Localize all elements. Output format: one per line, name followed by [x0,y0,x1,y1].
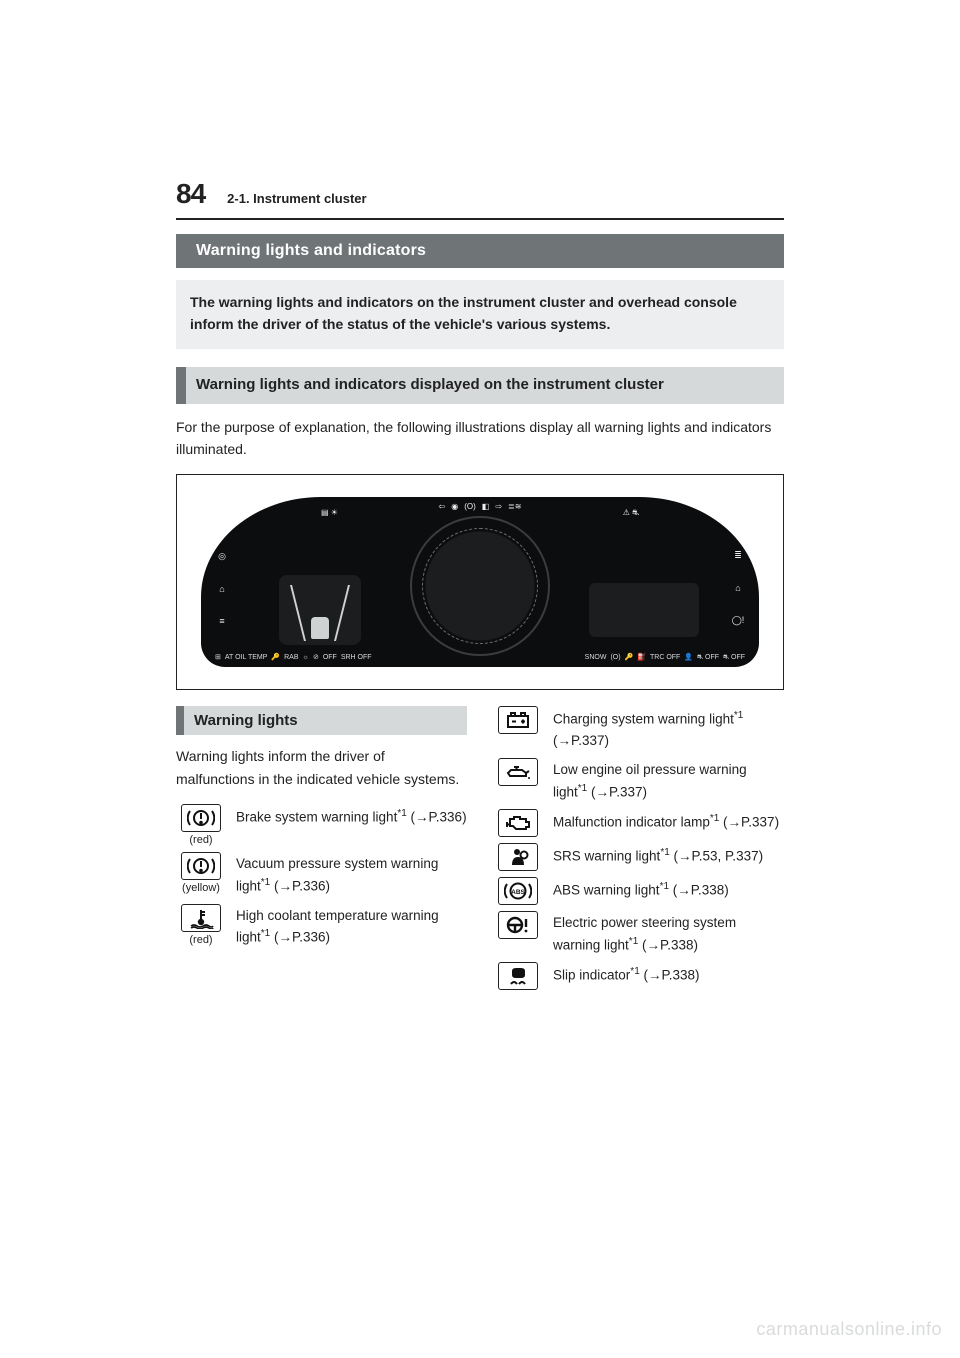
list-item: Low engine oil pressure warning light*1 … [493,758,784,803]
warning-desc: Low engine oil pressure warning light*1 … [553,758,784,803]
dash-left-col: ◎ ⌂ ≡ [209,539,235,637]
warning-lights-intro: Warning lights inform the driver of malf… [176,745,467,790]
dash-icon: ◧ [482,503,490,511]
icon-cell [493,843,543,871]
list-item: Charging system warning light*1 (→P.337) [493,706,784,751]
list-item: (red) High coolant temperature warning l… [176,904,467,949]
warning-lights-heading: Warning lights [176,706,467,735]
warning-desc: Charging system warning light*1 (→P.337) [553,706,784,751]
dash-bottom-row: ⊞ AT OIL TEMP 🔑 RAB ☼ ⊘ OFF SRH OFF SNOW… [215,654,745,661]
warning-desc: High coolant temperature warning light*1… [236,904,467,949]
right-column: Charging system warning light*1 (→P.337)… [493,706,784,996]
dash-icon: ◉ [451,503,458,511]
icon-cell [493,809,543,837]
icon-cell: (yellow) [176,852,226,894]
warning-desc: Vacuum pressure system warning light*1 (… [236,852,467,897]
intro-box: The warning lights and indicators on the… [176,280,784,349]
dashboard-panel: ▤ ☀ ⇦ ◉ (O) ◧ ⇨ ≣≋ ⚠ ⛐ ◎ ⌂ ≡ [201,497,759,667]
icon-cell [493,911,543,939]
warning-desc: Slip indicator*1 (→P.338) [553,962,784,986]
warning-desc: Electric power steering system warning l… [553,911,784,956]
svg-text:ABS: ABS [511,889,525,896]
dashboard-figure: ▤ ☀ ⇦ ◉ (O) ◧ ⇨ ≣≋ ⚠ ⛐ ◎ ⌂ ≡ [176,474,784,690]
dash-icon: ◯! [732,615,745,626]
airbag-icon [498,843,538,871]
dash-icon: (O) [464,503,476,511]
icon-cell [493,758,543,786]
abs-icon: ABS [498,877,538,905]
subheading-bar: Warning lights and indicators displayed … [176,367,784,403]
warning-desc: ABS warning light*1 (→P.338) [553,877,784,901]
page-header: 84 2-1. Instrument cluster [176,178,784,210]
dash-top-right-icons: ⚠ ⛐ [623,509,639,517]
check-engine-icon [498,809,538,837]
list-item: (yellow) Vacuum pressure system warning … [176,852,467,897]
dash-right-col: ≣ ⌂ ◯! [725,539,751,637]
icon-color-note: (yellow) [182,882,220,894]
list-item: Electric power steering system warning l… [493,911,784,956]
icon-cell: ABS [493,877,543,905]
body-paragraph: For the purpose of explanation, the foll… [176,416,784,461]
dash-icon: ⇦ [439,503,446,511]
dash-top-left-icons: ▤ ☀ [321,509,338,517]
two-column-area: Warning lights Warning lights inform the… [176,706,784,996]
list-item: Slip indicator*1 (→P.338) [493,962,784,990]
warning-desc: Malfunction indicator lamp*1 (→P.337) [553,809,784,833]
warning-desc: SRS warning light*1 (→P.53, P.337) [553,843,784,867]
list-item: ABS ABS warning light*1 (→P.338) [493,877,784,905]
dash-icon: ⇨ [495,503,502,511]
brake-warning-icon [181,804,221,832]
power-steering-icon [498,911,538,939]
icon-color-note: (red) [189,834,212,846]
section-title: Warning lights and indicators [176,234,784,268]
list-item: (red) Brake system warning light*1 (→P.3… [176,804,467,846]
page-content: 84 2-1. Instrument cluster Warning light… [176,178,784,996]
page-number: 84 [176,178,205,210]
center-gauge [410,516,550,656]
oil-pressure-icon [498,758,538,786]
slip-indicator-icon [498,962,538,990]
dash-icon: ≣≋ [508,503,521,511]
icon-cell [493,706,543,734]
lane-display [279,575,361,645]
dash-icon: ◎ [218,551,226,562]
right-display [589,583,699,637]
dash-bottom-left: ⊞ AT OIL TEMP 🔑 RAB ☼ ⊘ OFF SRH OFF [215,654,372,661]
dash-top-row: ▤ ☀ ⇦ ◉ (O) ◧ ⇨ ≣≋ ⚠ ⛐ [201,503,759,511]
coolant-temp-icon [181,904,221,932]
dash-icon: ⌂ [219,584,224,594]
brake-warning-icon [181,852,221,880]
icon-cell [493,962,543,990]
list-item: SRS warning light*1 (→P.53, P.337) [493,843,784,871]
icon-cell: (red) [176,804,226,846]
lane-car-icon [311,617,329,639]
warning-desc: Brake system warning light*1 (→P.336) [236,804,467,828]
watermark: carmanualsonline.info [756,1319,942,1340]
battery-icon [498,706,538,734]
dash-icon: ≡ [219,616,224,626]
header-rule [176,218,784,220]
dash-icon: ≣ [734,550,742,561]
list-item: Malfunction indicator lamp*1 (→P.337) [493,809,784,837]
icon-cell: (red) [176,904,226,946]
left-column: Warning lights Warning lights inform the… [176,706,467,996]
section-breadcrumb: 2-1. Instrument cluster [227,191,366,206]
dash-bottom-right: SNOW (O) 🔑 ⛽ TRC OFF 👤 ⛐ OFF ⛐ OFF [585,654,745,661]
dash-icon: ⌂ [735,583,740,593]
icon-color-note: (red) [189,934,212,946]
